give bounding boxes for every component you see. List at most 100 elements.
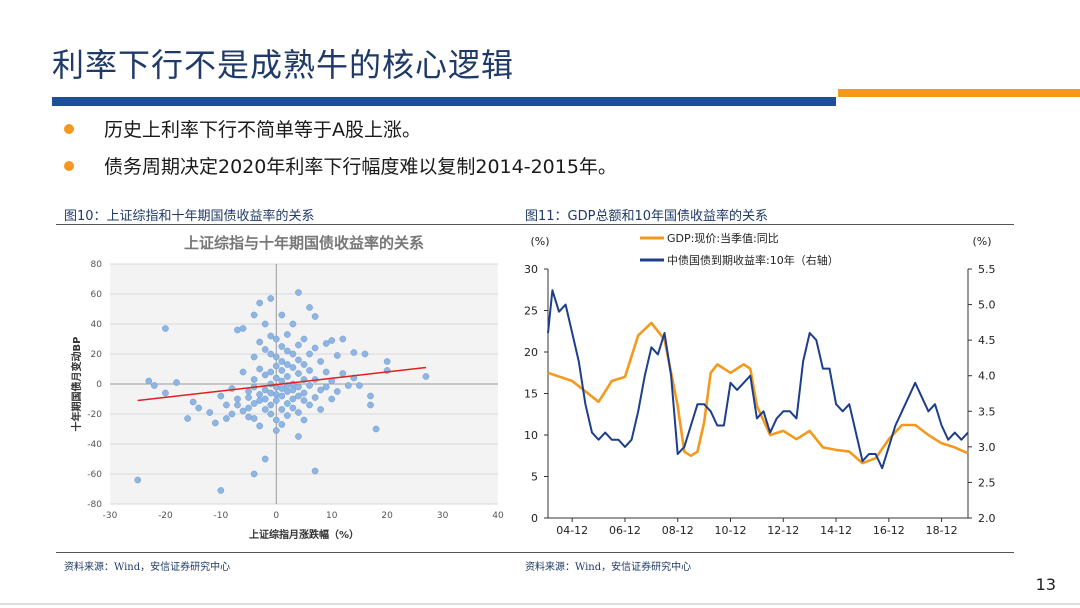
y-tick-label: -40 bbox=[87, 440, 102, 450]
scatter-point bbox=[234, 401, 241, 409]
x-axis-label: 上证综指月涨跌幅（%） bbox=[249, 528, 359, 541]
scatter-point bbox=[245, 413, 252, 421]
scatter-point bbox=[250, 400, 258, 407]
scatter-point bbox=[300, 397, 308, 404]
scatter-point bbox=[284, 361, 291, 368]
scatter-point bbox=[339, 370, 347, 377]
scatter-point bbox=[311, 344, 319, 352]
scatter-point bbox=[317, 358, 324, 365]
bullet-text-1: 历史上利率下行不简单等于A股上涨。 bbox=[104, 119, 421, 141]
scatter-point bbox=[278, 406, 286, 413]
scatter-point bbox=[256, 338, 264, 346]
y-axis-label: 十年期国债月变动BP bbox=[70, 337, 83, 432]
scatter-point bbox=[217, 392, 225, 400]
scatter-point bbox=[322, 368, 330, 376]
right-tick-label: 3.5 bbox=[978, 405, 996, 418]
y-tick-label: 0 bbox=[96, 380, 102, 390]
scatter-point bbox=[250, 311, 258, 319]
scatter-point bbox=[328, 337, 336, 344]
scatter-point bbox=[295, 356, 302, 364]
scatter-point bbox=[284, 412, 291, 419]
scatter-point bbox=[328, 395, 336, 403]
bullet-point-2: 债务周期决定2020年利率下行幅度难以复制2014-2015年。 bbox=[64, 152, 617, 179]
scatter-point bbox=[289, 395, 297, 403]
scatter-point bbox=[228, 410, 236, 418]
y-tick-label: 40 bbox=[91, 320, 103, 330]
scatter-point bbox=[295, 433, 302, 440]
scatter-point bbox=[383, 358, 391, 365]
trend-line bbox=[137, 366, 427, 402]
right-tick-label: 2.0 bbox=[978, 512, 996, 525]
scatter-point bbox=[267, 332, 275, 340]
scatter-point bbox=[162, 325, 169, 332]
right-tick-label: 4.0 bbox=[978, 370, 996, 383]
footer-rule bbox=[0, 603, 1080, 605]
scatter-point bbox=[278, 343, 286, 350]
title-underline-blue bbox=[52, 97, 836, 106]
scatter-point bbox=[300, 335, 308, 343]
scatter-point bbox=[211, 419, 219, 427]
scatter-point bbox=[272, 374, 280, 382]
bullet-dot-icon bbox=[64, 123, 74, 134]
scatter-point bbox=[361, 350, 369, 358]
scatter-point bbox=[267, 350, 275, 358]
x-tick-label: -10 bbox=[214, 511, 229, 521]
left-tick-label: 30 bbox=[524, 263, 538, 276]
scatter-point bbox=[333, 388, 341, 395]
x-tick-label: 10 bbox=[326, 511, 338, 521]
scatter-point bbox=[250, 376, 258, 383]
x-tick-label: 14-12 bbox=[820, 524, 852, 537]
title-underline-orange bbox=[838, 89, 1080, 97]
page-number: 13 bbox=[1035, 575, 1056, 594]
scatter-point bbox=[289, 350, 297, 358]
scatter-point bbox=[261, 320, 269, 328]
left-tick-label: 0 bbox=[531, 512, 538, 525]
scatter-point bbox=[322, 340, 330, 347]
scatter-point bbox=[322, 383, 330, 391]
y-tick-label: 20 bbox=[91, 350, 103, 360]
scatter-point bbox=[278, 358, 286, 365]
left-tick-label: 15 bbox=[524, 388, 538, 401]
scatter-point bbox=[256, 391, 264, 398]
right-tick-label: 3.0 bbox=[978, 441, 996, 454]
scatter-point bbox=[145, 377, 153, 385]
scatter-point bbox=[256, 422, 264, 430]
scatter-point bbox=[372, 425, 380, 433]
scatter-point bbox=[250, 470, 258, 478]
scatter-point bbox=[317, 386, 324, 394]
right-axis-unit: (%) bbox=[972, 235, 991, 248]
x-tick-label: 04-12 bbox=[556, 524, 588, 537]
scatter-point bbox=[261, 371, 269, 379]
right-tick-label: 4.5 bbox=[978, 334, 996, 347]
scatter-point bbox=[295, 370, 302, 377]
scatter-point bbox=[184, 415, 191, 422]
series-line-gdp bbox=[547, 321, 969, 465]
scatter-point bbox=[284, 373, 291, 380]
scatter-point bbox=[422, 373, 430, 380]
scatter-point bbox=[295, 383, 302, 391]
scatter-point bbox=[261, 395, 269, 403]
scatter-point bbox=[295, 289, 302, 296]
scatter-point bbox=[261, 406, 269, 413]
scatter-point bbox=[306, 367, 313, 374]
scatter-point bbox=[245, 404, 252, 412]
x-tick-label: 06-12 bbox=[609, 524, 641, 537]
scatter-point bbox=[306, 350, 313, 358]
scatter-point bbox=[267, 295, 275, 302]
scatter-point bbox=[339, 335, 347, 343]
source-rule bbox=[56, 552, 1014, 553]
scatter-point bbox=[284, 347, 291, 355]
scatter-point bbox=[306, 304, 313, 311]
scatter-point bbox=[278, 311, 286, 319]
scatter-point bbox=[272, 416, 280, 424]
scatter-point bbox=[344, 382, 352, 389]
scatter-point bbox=[267, 410, 275, 418]
x-tick-label: 12-12 bbox=[767, 524, 799, 537]
scatter-point bbox=[189, 398, 197, 406]
fig10-source: 资料来源：Wind，安信证券研究中心 bbox=[64, 562, 231, 573]
left-tick-label: 5 bbox=[531, 471, 538, 484]
y-tick-label: -60 bbox=[87, 470, 102, 480]
scatter-point bbox=[284, 331, 291, 338]
legend-label-yield: 中债国债到期收益率:10年（右轴） bbox=[667, 253, 839, 267]
scatter-point bbox=[150, 382, 158, 389]
